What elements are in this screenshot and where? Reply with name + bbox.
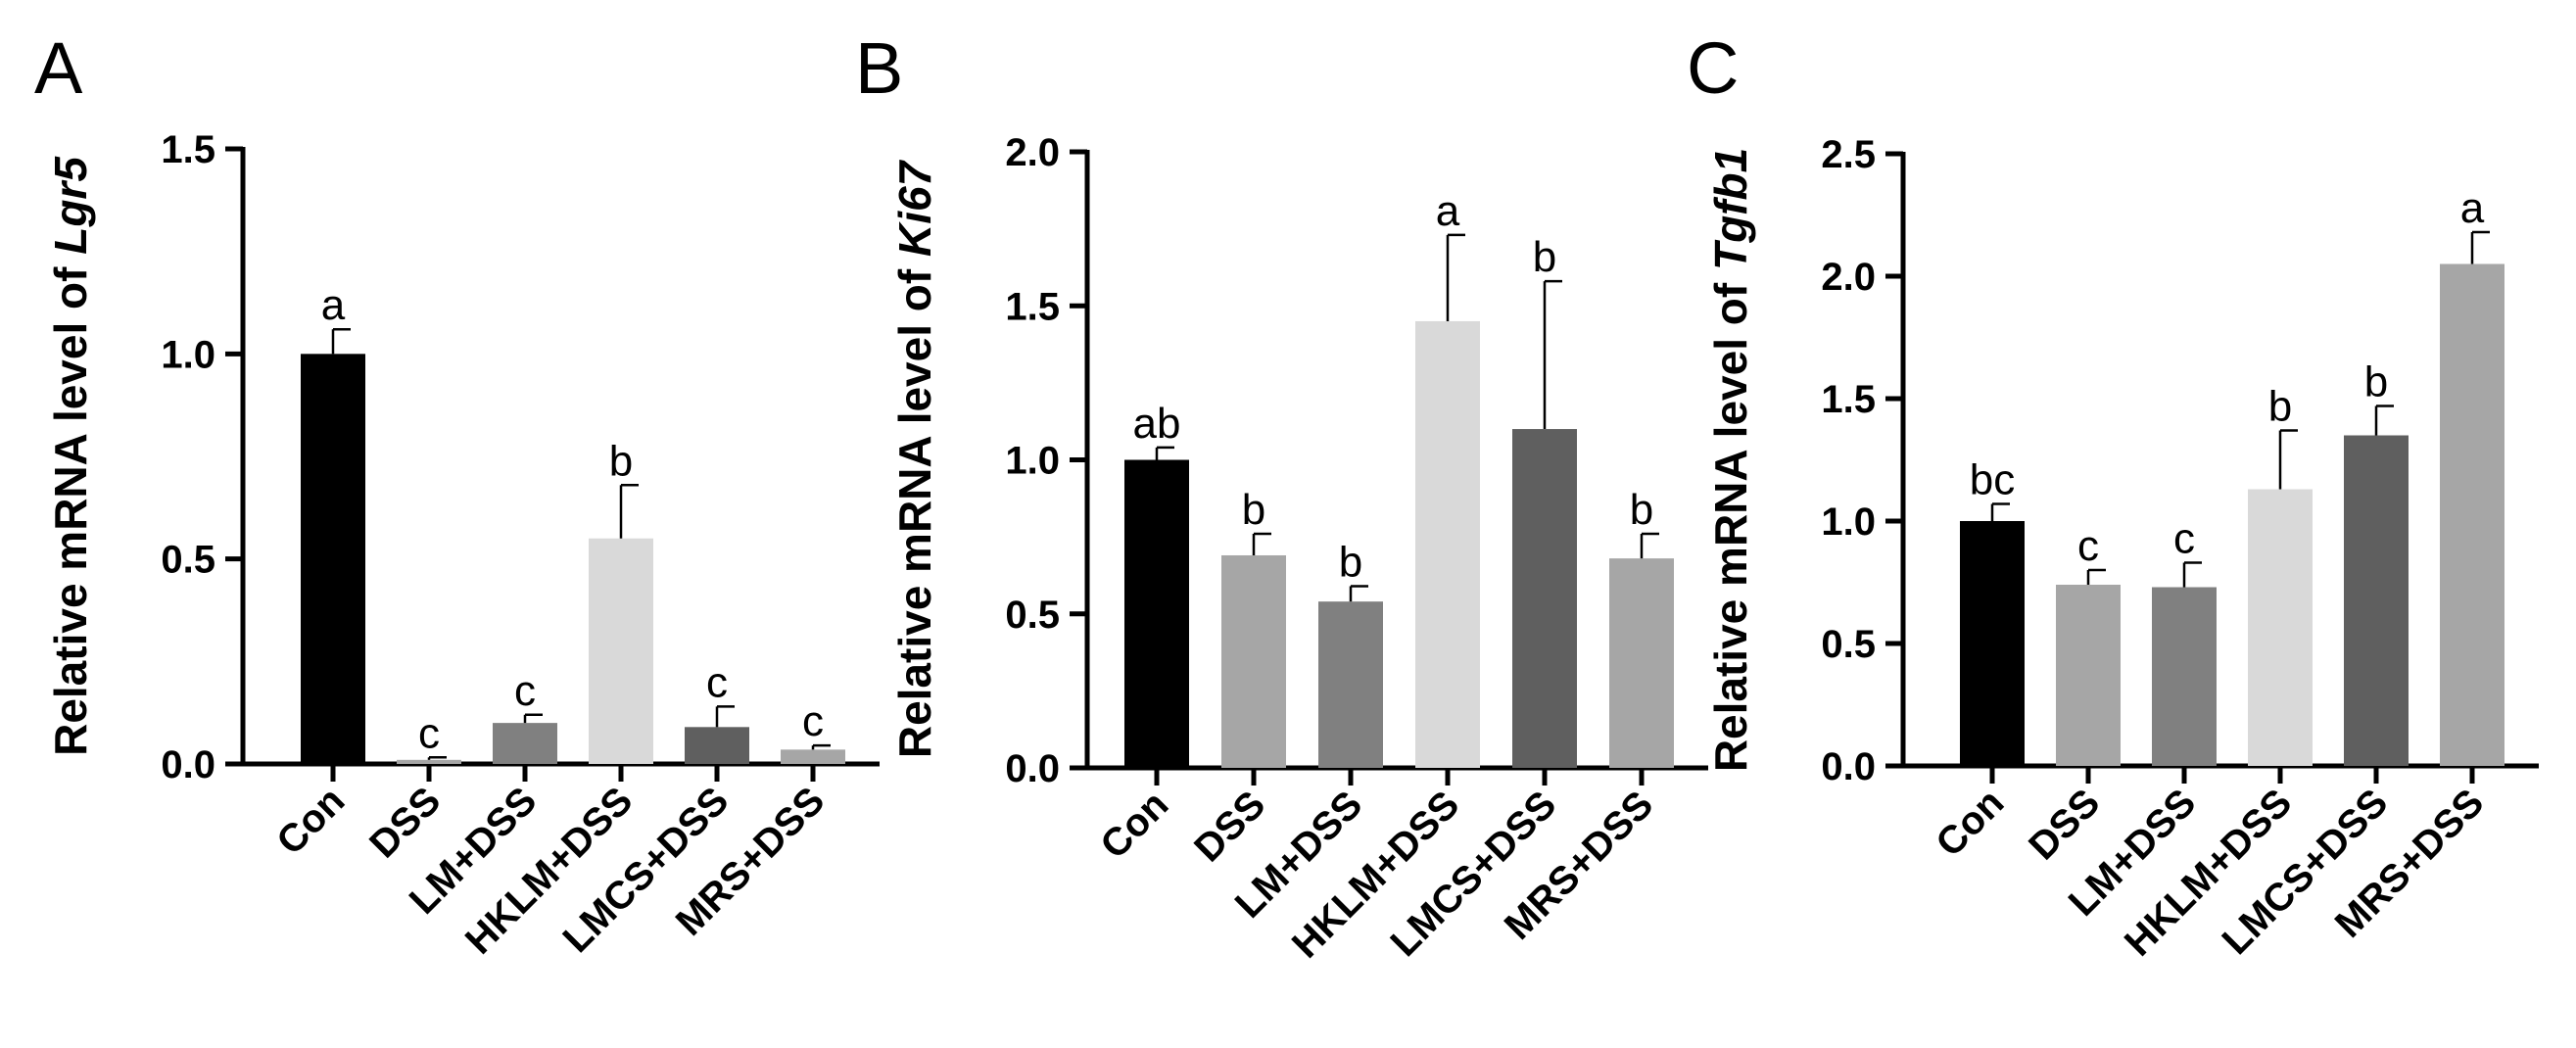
y-tick-label: 0.0: [1821, 745, 1876, 788]
x-tick-label: DSS: [1186, 783, 1273, 870]
y-tick-label: 0.5: [1005, 594, 1060, 637]
bar: [2248, 489, 2313, 766]
x-tick-label: Con: [1092, 783, 1176, 867]
significance-letter: a: [1436, 187, 1460, 235]
bar: [2344, 435, 2409, 766]
bar: [781, 749, 845, 764]
bar: [301, 354, 365, 764]
bar: [2152, 587, 2217, 766]
significance-letter: c: [706, 658, 728, 706]
significance-letter: c: [514, 667, 536, 715]
y-tick-label: 2.0: [1005, 131, 1060, 174]
bar: [2440, 263, 2504, 766]
y-tick-label: 1.0: [1821, 500, 1876, 544]
significance-letter: b: [2364, 358, 2388, 406]
y-tick-label: 0.5: [1821, 623, 1876, 666]
significance-letter: b: [1533, 233, 1556, 281]
significance-letter: ab: [1133, 400, 1181, 448]
significance-letter: a: [321, 281, 346, 329]
chart-panel-c: C Relative mRNA level of Tgfb1 0.0 0.5 1.0 1.…: [1687, 27, 2539, 965]
bar: [589, 538, 653, 764]
bar: [1609, 558, 1674, 768]
bar: [1221, 554, 1286, 768]
x-tick-label: DSS: [2021, 781, 2108, 868]
bar: [685, 727, 749, 764]
bar: [1960, 521, 2025, 766]
significance-letter: b: [609, 437, 633, 485]
bar: [493, 723, 557, 764]
significance-letter: a: [2460, 184, 2485, 232]
chart-panel-a: A Relative mRNA level of Lgr5 0.0 0.5 1.0 1.5…: [34, 27, 880, 963]
panel-letter: A: [34, 27, 83, 109]
significance-letter: c: [2173, 515, 2195, 563]
y-tick-label: 2.0: [1821, 256, 1876, 299]
y-axis-label-text: Relative mRNA level of: [1705, 270, 1756, 772]
significance-letter: bc: [1970, 456, 2015, 504]
chart-panel-b: B Relative mRNA level of Ki67 0.0 0.5 1.0 1.5…: [855, 27, 1708, 967]
significance-letter: c: [2077, 522, 2099, 570]
y-tick-label: 1.5: [161, 128, 215, 171]
significance-letter: b: [1630, 486, 1653, 534]
bar: [2056, 585, 2121, 766]
x-tick-label: Con: [268, 779, 353, 863]
y-axis-label-text: Relative mRNA level of: [889, 257, 940, 758]
y-axis-label: Relative mRNA level of Tgfb1: [1705, 148, 1756, 772]
y-tick-label: 1.0: [161, 333, 215, 376]
y-tick-label: 0.0: [1005, 747, 1060, 790]
y-axis-label-text: Relative mRNA level of: [45, 255, 96, 756]
y-axis-label: Relative mRNA level of Lgr5: [45, 156, 96, 756]
bar: [397, 759, 461, 764]
y-tick-label: 1.5: [1821, 378, 1876, 421]
y-tick-label: 1.5: [1005, 285, 1060, 328]
significance-letter: b: [2268, 383, 2292, 431]
y-tick-label: 2.5: [1821, 133, 1876, 176]
significance-letter: c: [802, 697, 824, 745]
bar: [1415, 320, 1480, 768]
x-tick-label: DSS: [361, 779, 449, 866]
y-tick-label: 1.0: [1005, 440, 1060, 483]
bar: [1512, 429, 1577, 768]
x-tick-label: Con: [1928, 781, 2012, 865]
y-tick-label: 0.5: [161, 539, 215, 582]
bar: [1124, 459, 1189, 768]
panel-letter: B: [855, 27, 903, 109]
y-axis-label: Relative mRNA level of Ki67: [889, 159, 940, 758]
panel-letter: C: [1687, 27, 1739, 109]
y-axis-label-gene: Lgr5: [45, 156, 96, 255]
y-axis-label-gene: Tgfb1: [1705, 148, 1756, 270]
y-axis-label-gene: Ki67: [889, 159, 940, 257]
y-tick-label: 0.0: [161, 743, 215, 786]
bar: [1318, 601, 1383, 768]
significance-letter: b: [1339, 538, 1362, 586]
significance-letter: b: [1242, 486, 1265, 534]
significance-letter: c: [418, 709, 440, 757]
